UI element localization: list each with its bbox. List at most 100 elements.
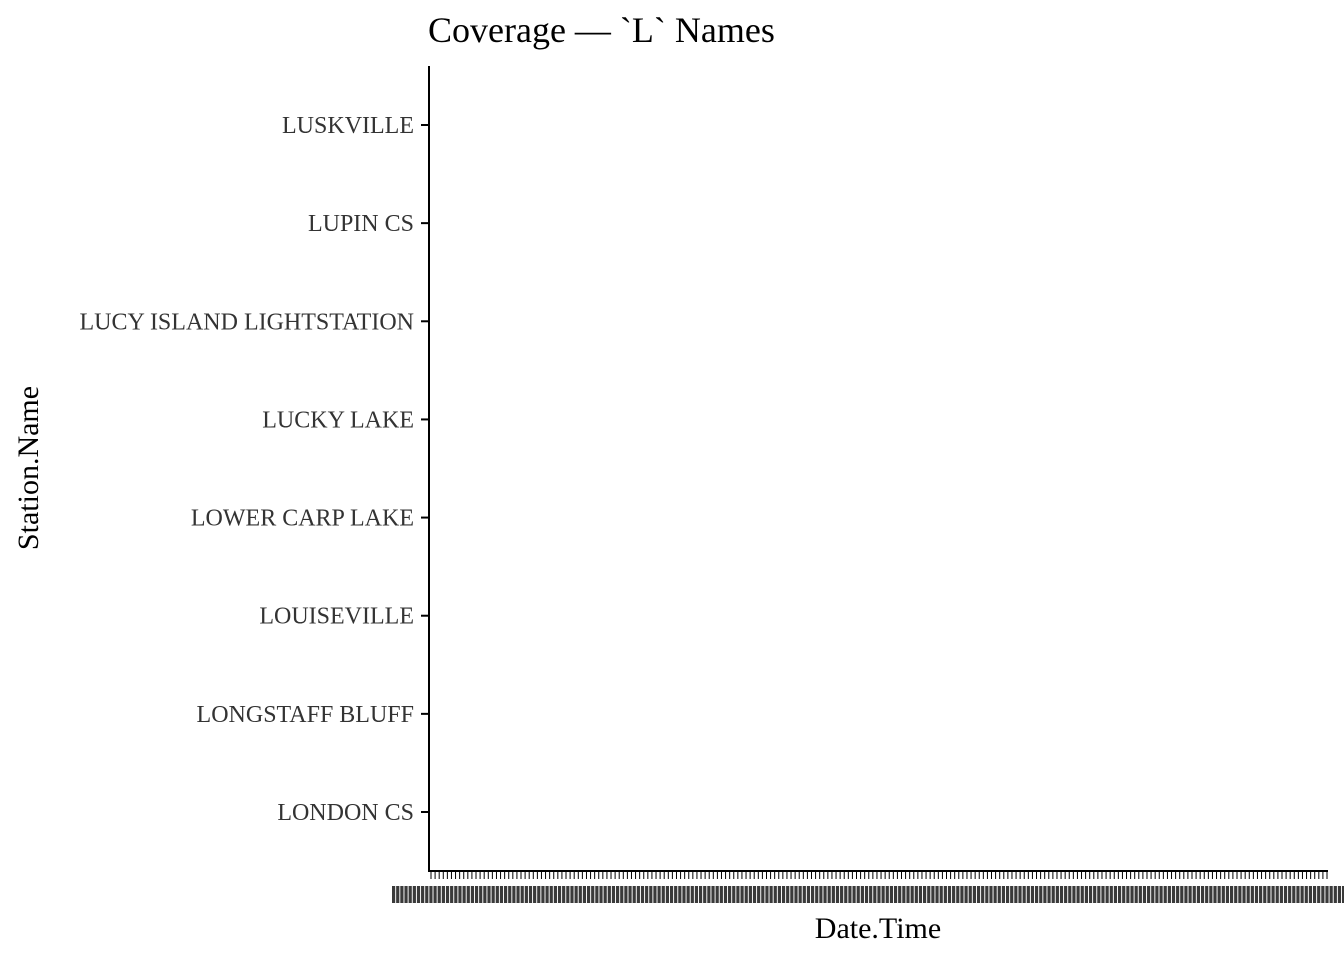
- x-tick-label: [1043, 886, 1047, 903]
- x-tick-label: [1325, 886, 1329, 903]
- x-tick-label: [645, 886, 649, 903]
- x-tick-label: [827, 886, 831, 903]
- x-tick-label: [1117, 886, 1122, 903]
- x-tick-label: [1097, 886, 1101, 903]
- x-tick-label: [1134, 886, 1138, 903]
- x-tick-label: [1109, 886, 1113, 903]
- x-tick-label: [433, 886, 437, 903]
- x-tick-label: [715, 886, 719, 903]
- x-tick-label: [450, 886, 454, 903]
- x-tick-label: [487, 886, 491, 903]
- x-tick-label: [1292, 886, 1296, 903]
- x-tick-label: [1271, 886, 1275, 903]
- x-tick-label: [927, 886, 931, 903]
- x-tick-label: [491, 886, 495, 903]
- x-tick-label: [728, 886, 732, 903]
- x-tick-label: [1176, 886, 1180, 903]
- y-tick-label: LOWER CARP LAKE: [191, 506, 414, 532]
- x-tick-label: [470, 886, 475, 903]
- x-tick-label: [1242, 886, 1246, 903]
- x-tick-label: [910, 886, 914, 903]
- x-tick-label: [1221, 886, 1225, 903]
- x-tick-label: [1205, 886, 1209, 903]
- x-tick-label: [686, 886, 690, 903]
- x-tick-label: [454, 886, 458, 903]
- x-tick-label: [1213, 886, 1217, 903]
- x-tick-label: [628, 886, 632, 903]
- x-tick-label: [595, 886, 599, 903]
- x-tick-label: [860, 886, 864, 903]
- x-tick-label: [740, 886, 744, 903]
- x-tick-label: [1155, 886, 1159, 903]
- x-tick-label: [757, 886, 761, 903]
- x-tick-label: [918, 886, 923, 903]
- x-tick-label: [537, 886, 541, 903]
- x-tick-label: [578, 886, 582, 903]
- x-tick-label: [1254, 886, 1259, 903]
- x-tick-label: [657, 886, 661, 903]
- x-tick-label: [566, 886, 570, 903]
- x-tick-label: [553, 886, 557, 903]
- x-ticks: [392, 871, 1344, 903]
- x-tick-label: [898, 886, 902, 903]
- x-tick-label: [1130, 886, 1134, 903]
- x-tick-label: [1259, 886, 1263, 903]
- x-tick-label: [499, 886, 504, 903]
- x-tick-label: [1321, 886, 1325, 903]
- x-tick-label: [1055, 886, 1059, 903]
- x-tick-label: [1171, 886, 1176, 903]
- x-tick-label: [404, 886, 408, 903]
- x-tick-label: [703, 886, 707, 903]
- x-tick-label: [1026, 886, 1030, 903]
- x-tick-label: [1275, 886, 1279, 903]
- x-tick-label: [632, 886, 636, 903]
- x-tick-label: [636, 886, 640, 903]
- x-tick-label: [1113, 886, 1118, 903]
- x-tick-label: [810, 886, 815, 903]
- x-tick-label: [479, 886, 483, 903]
- x-tick-label: [765, 886, 769, 903]
- x-tick-label: [819, 886, 823, 903]
- x-tick-label: [923, 886, 927, 903]
- x-tick-label: [586, 886, 591, 903]
- y-tick-label: LUCKY LAKE: [262, 407, 414, 433]
- x-tick-label: [1105, 886, 1109, 903]
- x-tick-label: [732, 886, 736, 903]
- x-tick-label: [508, 886, 512, 903]
- x-tick-label: [1300, 886, 1304, 903]
- x-tick-label: [524, 886, 528, 903]
- x-tick-label: [649, 886, 653, 903]
- x-tick-label: [1001, 886, 1006, 903]
- x-tick-label: [421, 886, 425, 903]
- x-tick-label: [437, 886, 441, 903]
- x-tick-label: [528, 886, 533, 903]
- x-tick-label: [1342, 886, 1344, 903]
- x-tick-label: [869, 886, 873, 903]
- x-tick-label: [1238, 886, 1242, 903]
- x-tick-label: [512, 886, 516, 903]
- x-tick-label: [748, 886, 752, 903]
- x-tick-label: [483, 886, 487, 903]
- y-axis-label: Station.Name: [12, 386, 45, 550]
- x-tick-label: [1196, 886, 1201, 903]
- x-tick-label: [1192, 886, 1196, 903]
- x-tick-label: [616, 886, 620, 903]
- x-tick-label: [1209, 886, 1213, 903]
- x-tick-label: [873, 886, 877, 903]
- x-tick-label: [831, 886, 835, 903]
- x-tick-label: [939, 886, 943, 903]
- x-tick-label: [856, 886, 860, 903]
- x-tick-label: [794, 886, 798, 903]
- x-tick-label: [545, 886, 549, 903]
- x-tick-label: [707, 886, 711, 903]
- x-tick-label: [504, 886, 508, 903]
- x-tick-label: [1088, 886, 1093, 903]
- x-tick-label: [1180, 886, 1184, 903]
- x-tick-label: [1288, 886, 1292, 903]
- x-tick-label: [661, 886, 665, 903]
- x-tick-label: [877, 886, 881, 903]
- x-tick-label: [1217, 886, 1221, 903]
- x-tick-label: [1005, 886, 1010, 903]
- x-tick-label: [790, 886, 794, 903]
